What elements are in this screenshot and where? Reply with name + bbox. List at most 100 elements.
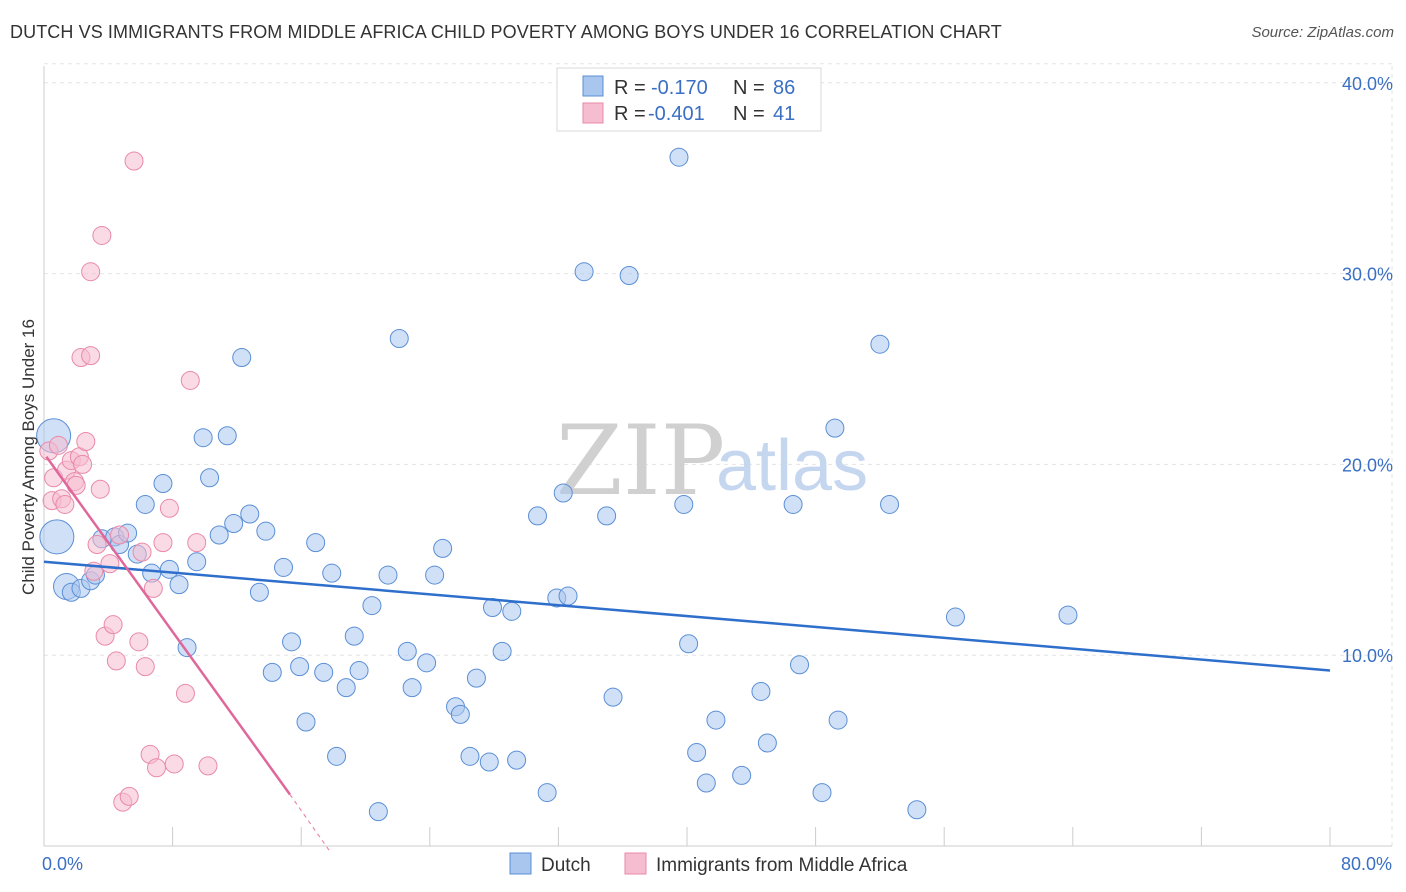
point-dutch	[402, 678, 422, 698]
trend-line-dutch	[43, 560, 1331, 672]
series-immigrants	[39, 151, 218, 812]
point-immigrants	[119, 786, 139, 806]
point-dutch	[217, 426, 237, 446]
point-dutch	[327, 746, 347, 766]
point-dutch	[687, 743, 707, 763]
point-dutch	[362, 596, 382, 616]
point-immigrants	[110, 525, 130, 545]
legend-r-value-immigrants: -0.401	[648, 103, 705, 125]
point-dutch	[558, 586, 578, 606]
point-immigrants	[187, 533, 207, 553]
point-dutch	[825, 418, 845, 438]
watermark: ZIP atlas	[556, 405, 868, 517]
point-dutch	[256, 521, 276, 541]
point-immigrants	[76, 432, 96, 452]
point-dutch	[502, 601, 522, 621]
legend-n-value-dutch: 86	[773, 77, 795, 99]
point-immigrants	[92, 225, 112, 245]
point-dutch	[389, 328, 409, 348]
point-dutch	[397, 641, 417, 661]
point-dutch	[425, 565, 445, 585]
point-dutch	[200, 468, 220, 488]
point-immigrants	[100, 554, 120, 574]
x-tick-label-min: 0.0%	[42, 854, 83, 874]
y-tick-label: 10.0%	[1342, 646, 1393, 666]
y-tick-label: 20.0%	[1342, 455, 1393, 475]
chart-source: Source: ZipAtlas.com	[1251, 24, 1394, 41]
point-immigrants	[132, 542, 152, 562]
legend-n-label-immigrants: N =	[733, 103, 765, 125]
bottom-legend-swatch-dutch	[509, 852, 532, 875]
point-immigrants	[129, 632, 149, 652]
point-dutch	[306, 533, 326, 553]
point-dutch	[790, 655, 810, 675]
legend-r-value-dutch: -0.170	[651, 77, 708, 99]
point-dutch	[153, 473, 173, 493]
bottom-legend-swatch-immigrants	[624, 852, 647, 875]
point-dutch	[314, 662, 334, 682]
point-dutch	[209, 525, 229, 545]
point-dutch	[479, 752, 499, 772]
series-dutch	[36, 147, 1078, 822]
point-dutch	[336, 678, 356, 698]
bottom-legend-immigrants: Immigrants from Middle Africa	[656, 855, 908, 876]
point-dutch	[460, 746, 480, 766]
point-immigrants	[81, 262, 101, 282]
point-dutch	[193, 428, 213, 448]
point-dutch	[262, 662, 282, 682]
x-tick-label-max: 80.0%	[1341, 854, 1392, 874]
point-dutch	[187, 552, 207, 572]
bottom-legend-dutch: Dutch	[541, 855, 591, 876]
point-dutch	[368, 802, 388, 822]
point-dutch	[679, 634, 699, 654]
point-dutch	[1058, 605, 1078, 625]
watermark-atlas: atlas	[716, 426, 868, 506]
point-dutch	[39, 519, 75, 555]
point-immigrants	[48, 435, 68, 455]
point-dutch	[466, 668, 486, 688]
point-immigrants	[159, 498, 179, 518]
trend-line-immigrants-extension	[289, 794, 331, 853]
point-dutch	[135, 494, 155, 514]
point-dutch	[169, 575, 189, 595]
bottom-legend: Dutch Immigrants from Middle Africa	[509, 852, 908, 876]
point-dutch	[880, 494, 900, 514]
legend-swatch-immigrants	[582, 102, 604, 124]
legend-r-label-immigrants: R =	[614, 103, 646, 125]
point-dutch	[574, 262, 594, 282]
point-immigrants	[55, 494, 75, 514]
point-dutch	[597, 506, 617, 526]
point-dutch	[828, 710, 848, 730]
point-dutch	[249, 582, 269, 602]
point-immigrants	[124, 151, 144, 171]
point-dutch	[417, 653, 437, 673]
point-dutch	[349, 660, 369, 680]
point-dutch	[282, 632, 302, 652]
point-dutch	[870, 334, 890, 354]
point-immigrants	[81, 346, 101, 366]
point-dutch	[224, 514, 244, 534]
y-tick-label: 40.0%	[1342, 74, 1393, 94]
legend-box: R = -0.170 N = 86 R = -0.401 N = 41	[556, 67, 822, 132]
point-dutch	[274, 557, 294, 577]
point-immigrants	[87, 535, 107, 555]
point-dutch	[177, 638, 197, 658]
point-immigrants	[143, 578, 163, 598]
point-dutch	[553, 483, 573, 503]
point-dutch	[240, 504, 260, 524]
point-dutch	[537, 783, 557, 803]
legend-swatch-dutch	[582, 75, 604, 97]
point-dutch	[507, 750, 527, 770]
point-immigrants	[135, 657, 155, 677]
y-tick-label: 30.0%	[1342, 265, 1393, 285]
point-immigrants	[106, 651, 126, 671]
point-dutch	[528, 506, 548, 526]
point-dutch	[696, 773, 716, 793]
legend-r-label-dutch: R =	[614, 77, 646, 99]
point-immigrants	[103, 615, 123, 635]
point-immigrants	[147, 758, 167, 778]
point-dutch	[674, 494, 694, 514]
point-dutch	[812, 783, 832, 803]
point-immigrants	[198, 756, 218, 776]
